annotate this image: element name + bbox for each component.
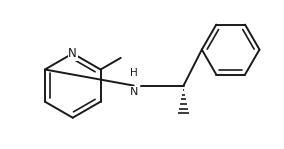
Text: N: N (68, 47, 77, 60)
Text: N: N (130, 87, 138, 97)
Text: H: H (130, 68, 137, 78)
